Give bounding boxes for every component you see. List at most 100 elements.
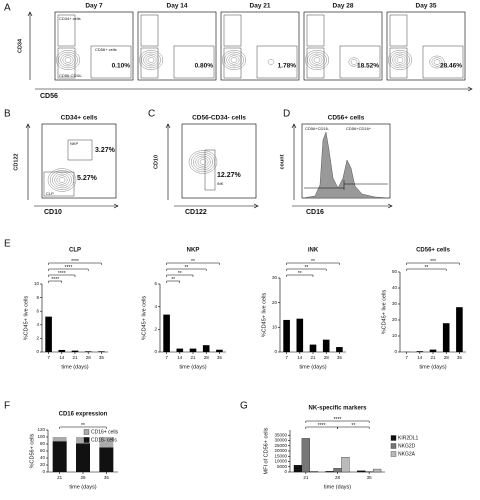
contour <box>311 55 323 65</box>
contour <box>190 152 216 172</box>
chart-title: CD16 expression <box>59 412 108 418</box>
x-tick-label: 21 <box>430 355 436 360</box>
bar <box>45 316 52 352</box>
y-tick-label: 20 <box>272 300 278 305</box>
legend-label: KIR2DL1 <box>398 435 419 441</box>
axis-title: %CD45+ live cells <box>141 296 147 341</box>
bar <box>442 323 450 352</box>
y-tick-label: 50 <box>392 269 398 274</box>
gate-label: NKP <box>70 141 79 146</box>
significance-label: **** <box>58 271 66 277</box>
significance-bracket <box>166 262 220 265</box>
axis-title: count <box>279 154 285 169</box>
x-tick-label: 14 <box>297 355 303 360</box>
significance-bracket <box>305 420 370 423</box>
significance-label: ** <box>191 259 195 265</box>
y-tick-label: 2 <box>36 336 39 341</box>
bar <box>296 318 304 352</box>
gate-label: CD56+ cells <box>95 47 117 52</box>
legend-swatch <box>390 443 397 449</box>
chart-title: CLP <box>69 248 81 254</box>
bar <box>309 471 318 473</box>
panel-letter: G <box>240 401 248 412</box>
arrow-head <box>467 86 473 92</box>
bar <box>98 351 105 352</box>
y-tick-label: 120 <box>37 427 45 432</box>
histogram <box>302 131 390 199</box>
contour <box>49 170 75 190</box>
bar-segment <box>52 437 67 442</box>
x-tick-label: 21 <box>57 475 63 480</box>
gate <box>173 45 215 79</box>
bar <box>341 457 350 473</box>
x-tick-label: 35 <box>457 355 463 360</box>
bar <box>301 438 310 473</box>
y-tick-label: 0 <box>284 469 287 474</box>
plot-title: CD34+ cells <box>61 115 98 122</box>
significance-label: ** <box>81 423 85 429</box>
contour <box>197 157 209 167</box>
bar-segment <box>76 437 90 444</box>
axis-title: %CD56+ cells <box>29 433 35 468</box>
contour <box>193 153 213 171</box>
x-tick-label: 28 <box>86 355 92 360</box>
y-tick-label: 25000 <box>274 443 287 448</box>
x-tick-label: 35 <box>217 355 223 360</box>
contour <box>195 155 211 169</box>
y-tick-label: 80 <box>40 441 46 446</box>
y-tick-label: 0 <box>154 349 157 354</box>
contour <box>309 53 325 67</box>
significance-bracket <box>286 262 340 265</box>
x-tick-label: 21 <box>303 475 309 480</box>
plot-title: Day 21 <box>250 3 271 10</box>
bar-segment <box>99 447 114 472</box>
contour <box>394 55 406 65</box>
contour <box>390 51 410 69</box>
bar <box>202 345 210 352</box>
significance-label: **** <box>51 277 59 283</box>
y-tick-label: 20 <box>40 462 46 467</box>
bar <box>216 349 223 352</box>
x-tick-label: 14 <box>59 355 65 360</box>
contour <box>313 57 321 63</box>
gate <box>140 14 159 47</box>
gate <box>57 47 76 79</box>
contour <box>392 53 408 67</box>
contour <box>226 53 242 67</box>
x-tick-label: 28 <box>204 355 210 360</box>
axis-title: CD10 <box>153 155 159 169</box>
arrow-head <box>387 203 393 209</box>
contour <box>230 57 238 63</box>
gate-percent: 18.52% <box>357 63 379 70</box>
flow-plot <box>386 11 466 81</box>
axis-title: %CD45+ live cells <box>23 296 29 341</box>
significance-bracket <box>48 274 76 277</box>
x-tick-label: 21 <box>310 355 316 360</box>
significance-bracket <box>166 274 194 277</box>
y-tick-label: 20000 <box>274 448 287 453</box>
contour <box>143 53 159 67</box>
gate <box>306 47 325 79</box>
y-tick-label: 0 <box>36 349 39 354</box>
bar <box>416 351 424 352</box>
contour <box>62 55 74 65</box>
gate <box>389 47 408 79</box>
gate-percent: 3.27% <box>95 147 116 154</box>
gate <box>256 45 298 79</box>
x-axis-title: time (days) <box>69 484 96 490</box>
y-tick-label: 6 <box>154 281 157 286</box>
axis-title: CD56 <box>40 93 58 100</box>
y-tick-label: 30 <box>392 301 398 306</box>
arrow-head <box>253 203 259 209</box>
significance-bracket <box>166 268 207 271</box>
y-tick-label: 4 <box>154 304 157 309</box>
significance-label: *** <box>430 259 436 265</box>
x-tick-label: 21 <box>72 355 78 360</box>
significance-bracket <box>48 280 63 283</box>
contour <box>350 59 358 65</box>
legend-label: NKG2A <box>398 451 416 457</box>
chart-title: CD56+ cells <box>416 248 451 254</box>
axis-title: CD16 <box>306 209 324 216</box>
flow-plot <box>181 123 257 199</box>
gate <box>223 47 242 79</box>
